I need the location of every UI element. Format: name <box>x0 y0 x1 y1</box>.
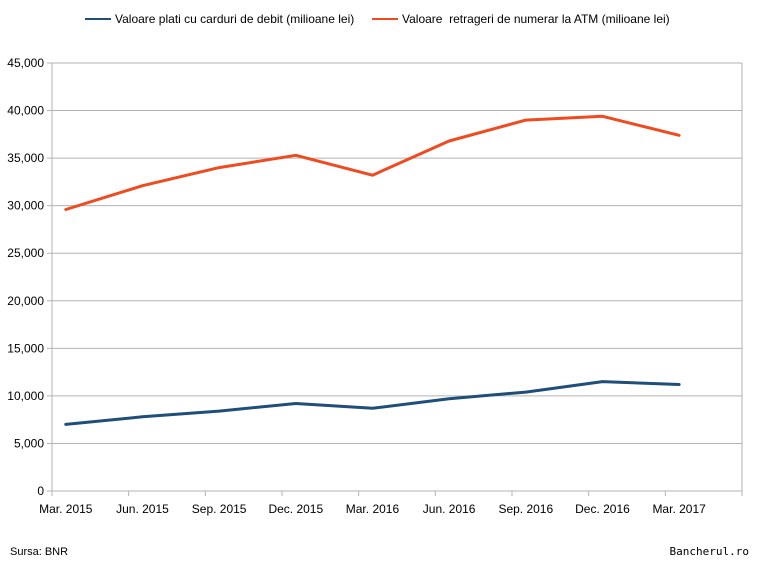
x-tick-label: Sep. 2015 <box>192 502 247 516</box>
y-tick-label: 0 <box>37 484 44 498</box>
y-tick-label: 25,000 <box>7 246 44 260</box>
y-tick-label: 5,000 <box>14 436 44 450</box>
y-tick-label: 15,000 <box>7 341 44 355</box>
y-axis-tick-labels: 0 5,000 10,000 15,000 20,000 25,000 30,000 35,0… <box>7 56 44 498</box>
y-tick-label: 30,000 <box>7 199 44 213</box>
x-tick-label: Jun. 2016 <box>423 502 476 516</box>
x-axis-tick-labels: Mar. 2015 Jun. 2015 Sep. 2015 Dec. 2015 Mar.… <box>39 502 706 516</box>
y-tick-label: 35,000 <box>7 151 44 165</box>
legend-label-1: Valoare plati cu carduri de debit (milio… <box>115 12 354 26</box>
chart-axes <box>51 63 743 496</box>
y-tick-label: 20,000 <box>7 294 44 308</box>
x-tick-label: Mar. 2017 <box>652 502 706 516</box>
chart-gridlines <box>47 62 742 492</box>
x-tick-label: Mar. 2015 <box>39 502 93 516</box>
chart-series <box>64 114 681 426</box>
x-tick-label: Mar. 2016 <box>346 502 400 516</box>
series-line-2 <box>64 114 681 211</box>
y-tick-label: 10,000 <box>7 389 44 403</box>
chart-legend: Valoare plati cu carduri de debit (milio… <box>85 12 670 26</box>
legend-label-2: Valoare retrageri de numerar la ATM (mil… <box>402 12 670 26</box>
source-note: Sursa: BNR <box>10 546 69 558</box>
x-tick-label: Dec. 2015 <box>268 502 323 516</box>
y-tick-label: 40,000 <box>7 104 44 118</box>
x-tick-label: Sep. 2016 <box>498 502 553 516</box>
y-tick-label: 45,000 <box>7 56 44 70</box>
x-tick-label: Jun. 2015 <box>116 502 169 516</box>
series-line-1 <box>64 380 681 426</box>
x-tick-label: Dec. 2016 <box>575 502 630 516</box>
site-credit: Bancherul.ro <box>669 545 749 558</box>
